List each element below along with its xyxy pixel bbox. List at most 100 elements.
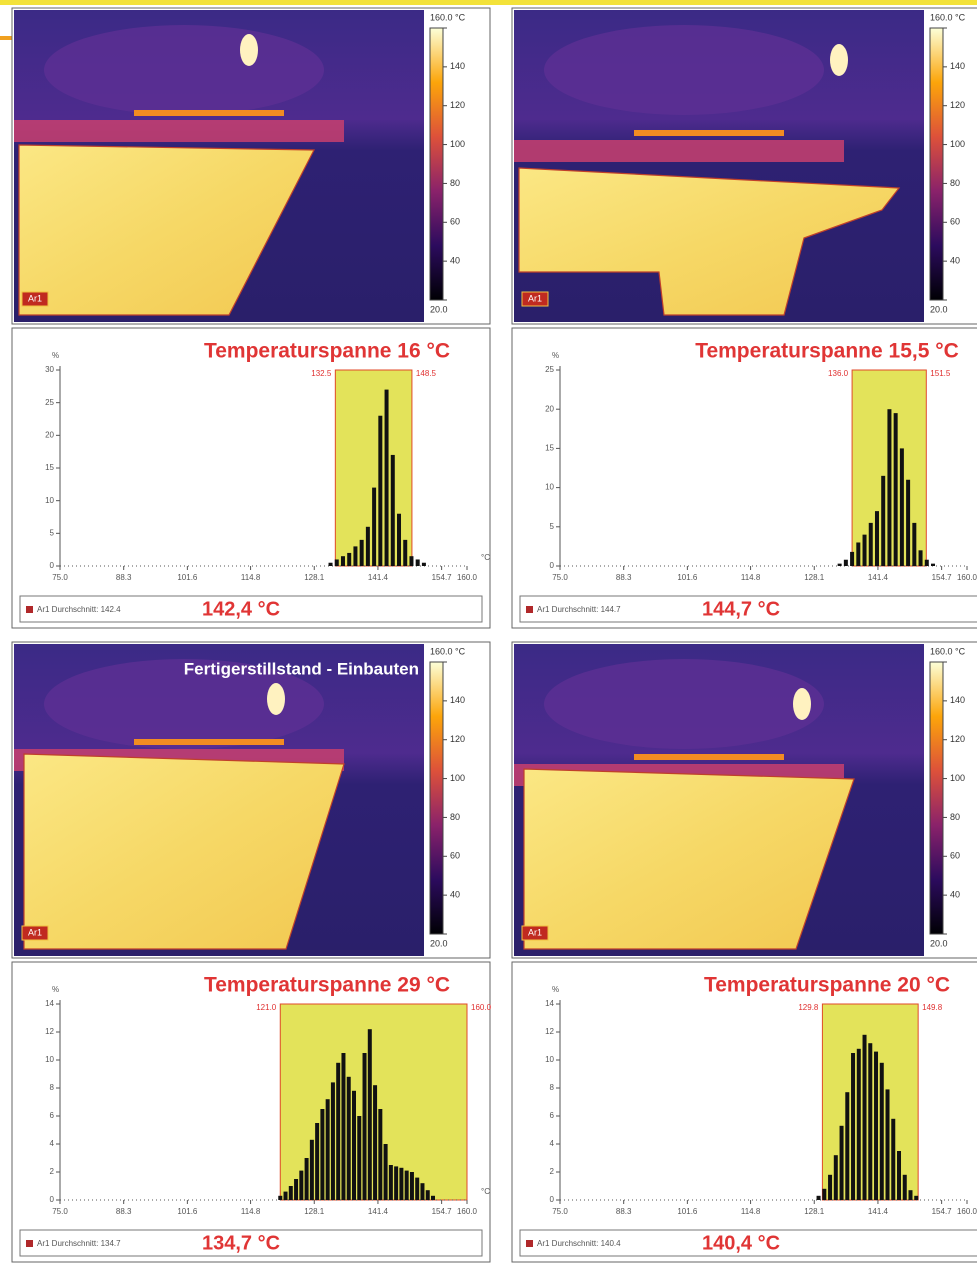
hot-spot (793, 688, 811, 720)
chart-title: Temperaturspanne 15,5 °C (695, 340, 959, 363)
y-tick-label: 2 (550, 1167, 555, 1176)
roi-label: Ar1 (528, 927, 542, 937)
bar (931, 563, 936, 566)
y-tick-label: 10 (45, 1055, 54, 1064)
x-tick-label: 154.7 (432, 573, 453, 582)
bar (897, 1151, 902, 1200)
bar (431, 1195, 436, 1200)
bar (850, 551, 855, 566)
y-tick-label: 14 (545, 999, 554, 1008)
bar (862, 1034, 867, 1200)
hot-spot (267, 683, 285, 715)
thermal-image: Ar1 Fertigerstillstand - Einbauten (14, 644, 424, 956)
y-tick-label: 10 (545, 483, 554, 492)
y-tick-label: 8 (550, 1083, 555, 1092)
colorbar-label: 80 (950, 812, 960, 822)
bar (372, 487, 377, 566)
hot-strip (134, 110, 284, 116)
colorbar-label: 60 (950, 217, 960, 227)
y-axis-label: % (52, 351, 59, 360)
x-tick-label: 101.6 (177, 1207, 198, 1216)
thermal-image: Ar1 (514, 10, 924, 322)
overlay-title: Fertigerstillstand - Einbauten (184, 659, 419, 678)
bar (833, 1155, 838, 1200)
bar (856, 1048, 861, 1200)
y-tick-label: 20 (545, 404, 554, 413)
y-tick-label: 25 (545, 365, 554, 374)
x-tick-label: 154.7 (932, 1207, 953, 1216)
x-tick-label: 141.4 (868, 573, 889, 582)
bar (341, 1053, 346, 1200)
bar (378, 1109, 383, 1200)
y-tick-label: 14 (45, 999, 54, 1008)
bar (315, 1123, 320, 1200)
bar (914, 1195, 919, 1200)
bar (397, 513, 402, 566)
colorbar-label: 20.0 (430, 938, 448, 948)
bar (309, 1139, 314, 1200)
bar (421, 562, 426, 566)
colorbar (929, 661, 944, 935)
y-tick-label: 5 (50, 528, 55, 537)
bar (378, 415, 383, 566)
bar (425, 1190, 430, 1200)
y-tick-label: 20 (45, 430, 54, 439)
colorbar-label: 140 (950, 695, 965, 705)
colorbar-label: 20.0 (930, 938, 948, 948)
x-tick-label: 154.7 (932, 573, 953, 582)
roi-box (21, 925, 49, 941)
colorbar-label: 160.0 °C (430, 646, 466, 656)
machine (44, 25, 324, 115)
bar (420, 1183, 425, 1200)
legend-box (519, 1229, 977, 1257)
bar (328, 562, 333, 566)
bar (822, 1188, 827, 1200)
colorbar-label: 120 (950, 100, 965, 110)
colorbar (929, 27, 944, 301)
bar (816, 1195, 821, 1200)
x-tick-label: 101.6 (677, 573, 698, 582)
bar (353, 546, 358, 566)
bar (906, 479, 911, 566)
x-tick-label: 128.1 (804, 573, 825, 582)
bar (359, 539, 364, 566)
roi-label: Ar1 (528, 293, 542, 303)
bar (346, 1076, 351, 1200)
x-tick-label: 128.1 (304, 1207, 325, 1216)
machine (44, 659, 324, 749)
machine (544, 25, 824, 115)
x-tick-label: 88.3 (616, 573, 632, 582)
span-label: 132.5 (311, 369, 332, 378)
y-tick-label: 2 (50, 1167, 55, 1176)
bar (399, 1167, 404, 1200)
y-tick-label: 0 (550, 561, 555, 570)
legend-box (19, 1229, 483, 1257)
y-tick-label: 12 (45, 1027, 54, 1036)
bar (415, 559, 420, 566)
bar (390, 454, 395, 566)
top-band (0, 0, 977, 5)
x-tick-label: 88.3 (116, 1207, 132, 1216)
glow-band (514, 140, 844, 162)
colorbar-label: 40 (950, 890, 960, 900)
bar (845, 1092, 850, 1200)
roi-box (521, 291, 549, 307)
bar (874, 1051, 879, 1200)
bar (924, 559, 929, 566)
span-label: 129.8 (798, 1003, 819, 1012)
span-label: 160.0 (471, 1003, 492, 1012)
x-tick-label: 75.0 (52, 1207, 68, 1216)
bar (902, 1174, 907, 1200)
y-axis-label: % (52, 985, 59, 994)
bar (874, 511, 879, 566)
bar (839, 1125, 844, 1200)
roi-box (21, 291, 49, 307)
bar (283, 1191, 288, 1200)
y-tick-label: 0 (50, 561, 55, 570)
legend-label: Ar1 Durchschnitt: 140.4 (537, 1239, 621, 1248)
colorbar-label: 80 (450, 178, 460, 188)
legend-label: Ar1 Durchschnitt: 142.4 (37, 605, 121, 614)
bar (278, 1195, 283, 1200)
bar (415, 1177, 420, 1200)
glow-band (14, 120, 344, 142)
